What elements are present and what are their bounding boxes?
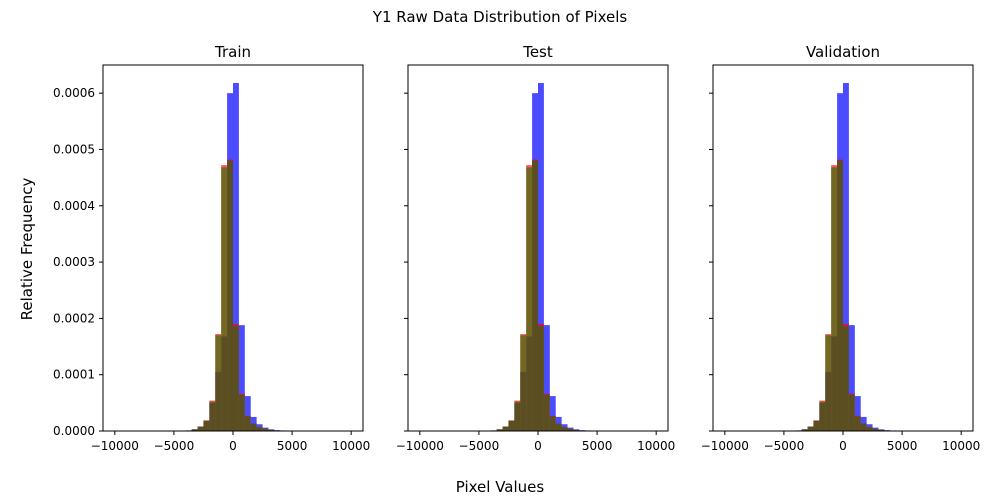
- y-tick-label: 0.0004: [53, 199, 95, 213]
- subplot-title-validation: Validation: [806, 43, 880, 61]
- histogram-bar-green: [532, 160, 538, 431]
- histogram-bar-green: [567, 428, 574, 431]
- series-green-test: [490, 160, 609, 432]
- x-tick-label: 0: [534, 439, 542, 453]
- histogram-bar-green: [244, 416, 251, 431]
- x-tick-label: 10000: [332, 439, 370, 453]
- histogram-bar-blue: [549, 396, 556, 431]
- histogram-bar-green: [819, 401, 826, 431]
- histogram-bar-green: [191, 429, 198, 431]
- subplot-validation: Validation −10000 −5000 0 5000 10000: [701, 43, 981, 453]
- histogram-bar-green: [233, 326, 239, 431]
- histogram-bar-green: [872, 428, 879, 431]
- x-tick-label: −5000: [459, 439, 500, 453]
- figure-xlabel: Pixel Values: [456, 478, 545, 496]
- x-tick-label: −10000: [91, 439, 139, 453]
- subplot-train: Train −10000 −5000 0 5000 10000 0.0000 0.0001 0.…: [53, 43, 370, 453]
- histogram-bar-green: [555, 423, 562, 431]
- histogram-bar-blue: [538, 83, 544, 432]
- histogram-bar-green: [203, 420, 210, 431]
- histogram-bar-green: [866, 427, 873, 431]
- x-tick-label: 0: [229, 439, 237, 453]
- histogram-bar-green: [837, 160, 843, 431]
- histogram-bar-green: [209, 401, 216, 431]
- y-tick-label: 0.0003: [53, 255, 95, 269]
- y-tick-label: 0.0002: [53, 311, 95, 325]
- histogram-bar-green: [561, 427, 568, 431]
- histogram-bar-green: [549, 416, 556, 431]
- histogram-bar-green: [502, 426, 509, 431]
- y-tick-label: 0.0006: [53, 86, 95, 100]
- histogram-bar-green: [227, 160, 233, 431]
- histogram-bar-green: [514, 401, 521, 431]
- y-tick-label: 0.0001: [53, 368, 95, 382]
- histogram-bar-green: [238, 394, 245, 431]
- histogram-bar-blue: [543, 325, 550, 431]
- figure-ylabel: Relative Frequency: [18, 178, 36, 321]
- histogram-bar-green: [543, 394, 550, 431]
- y-tick-label: 0.0005: [53, 142, 95, 156]
- x-tick-label: 5000: [277, 439, 308, 453]
- histogram-bar-green: [843, 326, 849, 431]
- histogram-bar-green: [854, 416, 861, 431]
- histogram-bar-blue: [854, 396, 861, 431]
- histogram-bar-green: [256, 427, 263, 431]
- histogram-bar-green: [496, 429, 503, 431]
- x-tick-label: −10000: [396, 439, 444, 453]
- x-tick-label: 10000: [637, 439, 675, 453]
- histogram-bar-green: [221, 167, 228, 432]
- histogram-bar-blue: [233, 83, 239, 432]
- y-tick-label: 0.0000: [53, 424, 95, 438]
- histogram-bar-green: [262, 428, 269, 431]
- subplot-title-test: Test: [522, 43, 553, 61]
- x-tick-label: −5000: [154, 439, 195, 453]
- x-tick-label: −10000: [701, 439, 749, 453]
- histogram-bar-green: [520, 335, 527, 431]
- histogram-bar-green: [250, 423, 257, 431]
- subplot-test: Test −10000 −5000 0 5000 10000: [396, 43, 676, 453]
- histogram-bar-green: [848, 394, 855, 431]
- x-tick-label: −5000: [764, 439, 805, 453]
- x-tick-label: 5000: [887, 439, 918, 453]
- histogram-bar-green: [825, 335, 832, 431]
- histogram-bar-green: [268, 429, 275, 431]
- histogram-bar-green: [813, 420, 820, 431]
- histogram-bar-green: [538, 326, 544, 431]
- series-green-train: [185, 160, 304, 432]
- histogram-bar-green: [878, 429, 885, 431]
- histogram-bar-green: [573, 429, 580, 431]
- histogram-bar-blue: [848, 325, 855, 431]
- x-tick-label: 0: [839, 439, 847, 453]
- histogram-bar-blue: [843, 83, 849, 432]
- x-tick-label: 10000: [942, 439, 980, 453]
- x-tick-label: 5000: [582, 439, 613, 453]
- subplot-title-train: Train: [214, 43, 251, 61]
- histogram-bar-green: [215, 335, 222, 431]
- histogram-bar-green: [831, 167, 838, 432]
- histogram-bar-blue: [244, 396, 251, 431]
- histogram-bar-green: [197, 426, 204, 431]
- histogram-bar-green: [801, 429, 808, 431]
- histogram-bar-green: [526, 167, 533, 432]
- histogram-bar-green: [508, 420, 515, 431]
- histogram-bar-blue: [238, 325, 245, 431]
- histogram-bar-green: [860, 423, 867, 431]
- histogram-bar-green: [807, 426, 814, 431]
- figure-suptitle: Y1 Raw Data Distribution of Pixels: [372, 8, 628, 26]
